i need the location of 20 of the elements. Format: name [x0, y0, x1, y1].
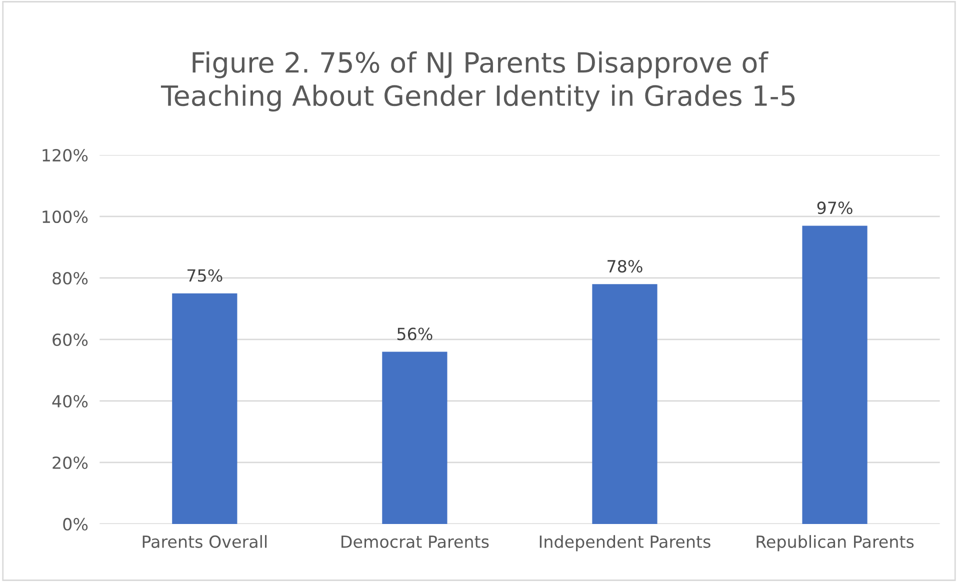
y-tick-label: 20%	[52, 456, 88, 470]
x-tick-label: Democrat Parents	[342, 536, 489, 548]
data-label: 78%	[608, 260, 642, 273]
bar	[802, 226, 868, 524]
y-tick-label: 40%	[52, 394, 88, 408]
y-tick-label: 80%	[52, 272, 88, 285]
y-tick-label: 120%	[42, 148, 88, 162]
chart-title: Figure 2. 75% of NJ Parents Disapprove of Teaching About Gender Identity in Grades 1-5	[160, 51, 795, 112]
y-tick-label: 60%	[52, 333, 88, 346]
y-tick-label: 0%	[63, 518, 88, 531]
x-tick-label: Republican Parents	[756, 535, 914, 552]
bar	[592, 284, 658, 524]
data-label: 75%	[188, 269, 222, 282]
x-tick-label: Parents Overall	[142, 535, 267, 548]
y-tick-label: 100%	[42, 210, 88, 224]
data-label: 56%	[397, 328, 432, 340]
bar	[172, 293, 238, 524]
x-tick-label: Independent Parents	[540, 535, 710, 552]
bar	[382, 352, 448, 524]
data-label: 97%	[817, 202, 852, 214]
